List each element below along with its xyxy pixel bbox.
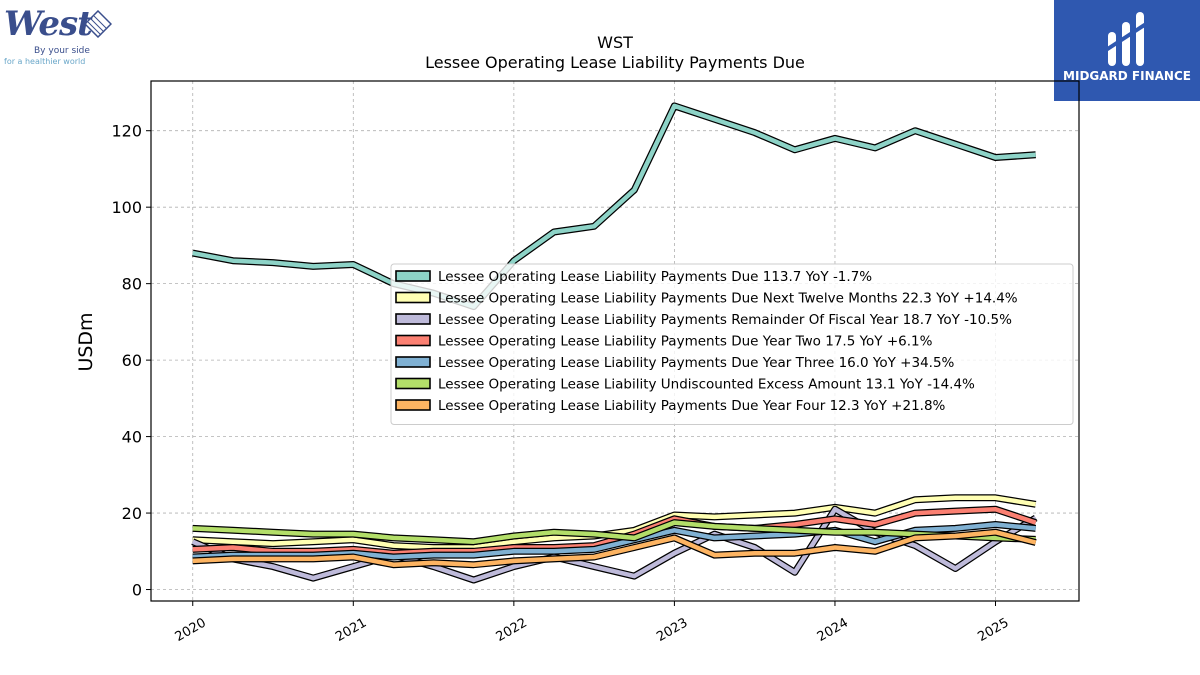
midgard-finance-logo: MIDGARD FINANCE — [1054, 0, 1200, 101]
y-tick-label: 20 — [122, 504, 142, 523]
legend-swatch — [395, 334, 431, 347]
midgard-mark-icon — [1104, 12, 1148, 66]
x-tick-label: 2022 — [494, 615, 530, 645]
series-line — [192, 529, 1037, 567]
west-diamond-icon — [84, 10, 112, 38]
y-tick-label: 0 — [132, 581, 142, 600]
legend-label: Lessee Operating Lease Liability Payment… — [438, 334, 933, 350]
west-logo: West By your side for a healthier world — [4, 4, 116, 68]
x-tick-label: 2024 — [815, 615, 851, 645]
y-tick-label: 80 — [122, 275, 142, 294]
series-line — [192, 506, 1037, 556]
legend-label: Lessee Operating Lease Liability Payment… — [438, 291, 1018, 307]
legend-label: Lessee Operating Lease Liability Payment… — [438, 398, 946, 414]
legend-box — [390, 263, 1074, 425]
west-logo-tagline-2: for a healthier world — [4, 57, 86, 66]
legend-swatch — [395, 270, 431, 282]
series-line — [192, 103, 1036, 309]
x-tick-label: 2025 — [975, 615, 1011, 645]
legend-swatch — [395, 313, 431, 325]
x-tick-label: 2021 — [333, 615, 369, 645]
y-tick-label: 120 — [111, 122, 142, 141]
legend-label: Lessee Operating Lease Liability Payment… — [438, 269, 872, 285]
series-line — [192, 520, 1036, 544]
y-axis-label: USDm — [75, 312, 97, 371]
midgard-finance-name: MIDGARD FINANCE — [1063, 69, 1191, 83]
legend-swatch — [395, 399, 431, 411]
legend-swatch — [395, 356, 431, 368]
y-tick-label: 60 — [122, 351, 142, 370]
y-tick-label: 100 — [111, 198, 142, 217]
chart-title: WST — [597, 33, 633, 52]
west-logo-wordmark: West — [4, 4, 93, 44]
legend-swatch — [395, 291, 431, 304]
legend-swatch — [395, 377, 431, 390]
legend-label: Lessee Operating Lease Liability Payment… — [438, 355, 955, 371]
west-logo-tagline: By your side — [34, 46, 90, 56]
plot-frame — [150, 80, 1080, 602]
legend-label: Lessee Operating Lease Liability Payment… — [438, 312, 1012, 328]
x-tick-label: 2023 — [654, 615, 690, 645]
x-tick-label: 2020 — [173, 615, 209, 645]
legend-label: Lessee Operating Lease Liability Undisco… — [438, 377, 975, 393]
y-tick-label: 40 — [122, 428, 142, 447]
chart-subtitle: Lessee Operating Lease Liability Payment… — [425, 53, 805, 72]
